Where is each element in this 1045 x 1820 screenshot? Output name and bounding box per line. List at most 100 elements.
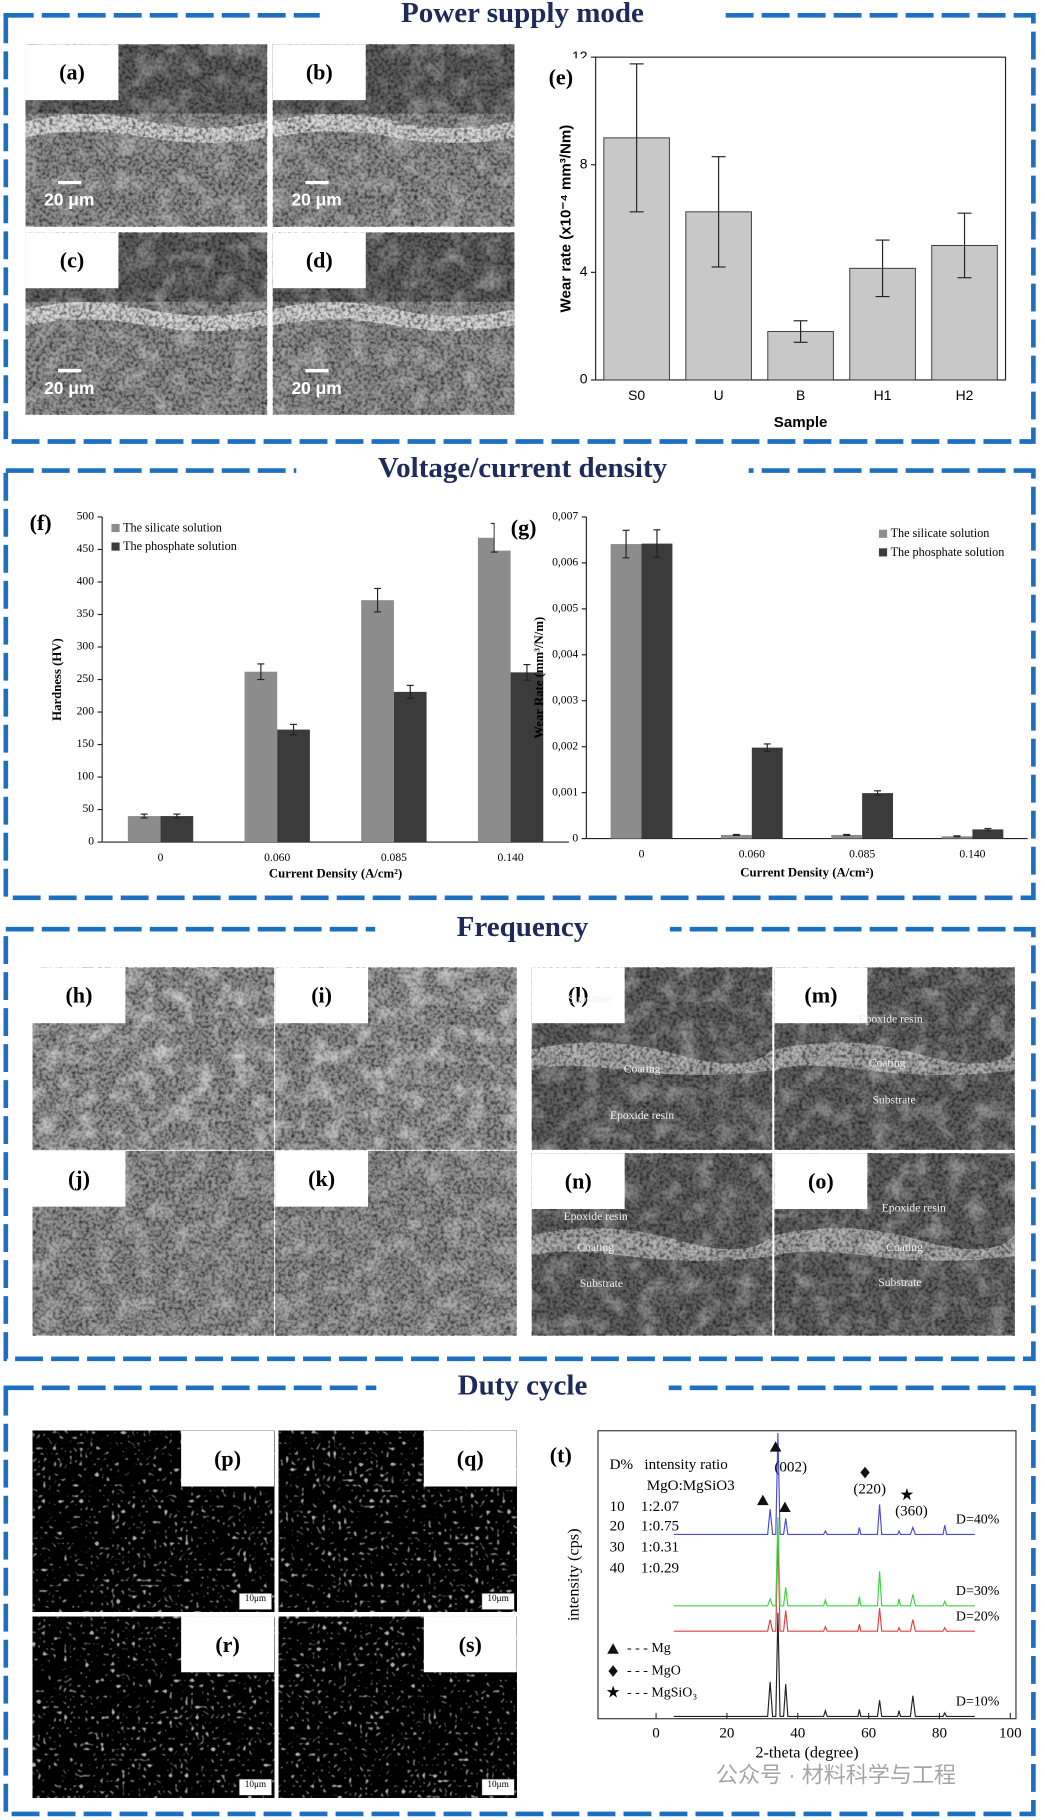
- error-bar: [629, 63, 644, 213]
- marker-triangle: [607, 1643, 619, 1654]
- bar: [751, 747, 783, 839]
- y-tick-label: 150: [77, 737, 95, 750]
- y-tick-label: 200: [77, 705, 95, 718]
- y-tick-label: 0,002: [552, 739, 578, 752]
- x-tick-label: 0.140: [498, 851, 524, 864]
- chart: 0 50 100 150 200 250 300 350 400 450 500 0 0.060 0.08…: [11, 504, 569, 881]
- micrograph: (q) 10μm: [278, 1430, 517, 1612]
- y-tick-label: 0,005: [552, 602, 578, 615]
- image-annotation: Substrate: [568, 993, 611, 1006]
- scale-label: 10μm: [245, 1594, 267, 1604]
- bar: [244, 671, 278, 843]
- annotation: 1:0.29: [641, 1560, 679, 1576]
- micrograph: (c) 20 μm: [25, 232, 268, 415]
- xrd-line: [673, 1612, 975, 1717]
- y-tick-label: 500: [77, 510, 95, 523]
- label-box: [272, 232, 366, 289]
- legend-label: The phosphate solution: [891, 545, 1005, 559]
- label-box: [531, 967, 625, 1024]
- scale-box: [238, 1593, 272, 1610]
- y-tick-label: 250: [77, 672, 95, 685]
- micrograph: (o) Epoxide resin Coating Substrate: [774, 1153, 1015, 1336]
- image-annotation: Substrate: [872, 1094, 915, 1107]
- error-bar: [140, 813, 148, 819]
- annotation: (220): [853, 1481, 886, 1497]
- y-tick-label: 0,006: [552, 556, 578, 569]
- series-label: D=30%: [956, 1584, 1000, 1599]
- section-title: Power supply mode: [401, 0, 644, 29]
- bar: [931, 244, 998, 381]
- image-annotation: Coating: [624, 1062, 661, 1075]
- bar: [510, 672, 544, 843]
- y-axis-label: Hardness (HV): [50, 638, 64, 721]
- scale-label: 10μm: [245, 1780, 267, 1790]
- annotation: MgO:MgSiO3: [647, 1478, 735, 1494]
- x-tick-label: 0.085: [849, 848, 875, 861]
- image-annotation: Epoxide resin: [882, 1202, 946, 1215]
- bar: [862, 793, 894, 839]
- y-tick-label: 4: [580, 263, 588, 279]
- scale-box: [481, 1593, 515, 1610]
- annotation: 20: [610, 1519, 625, 1535]
- annotation: (002): [774, 1459, 807, 1475]
- watermark: 公众号 · 材料科学与工程: [716, 1763, 956, 1788]
- label-box: [32, 967, 126, 1024]
- error-bar: [875, 239, 890, 298]
- x-tick-label: 0: [652, 1725, 660, 1741]
- image-annotation: Epoxide resin: [610, 1109, 674, 1122]
- panel-label: (t): [550, 1443, 572, 1468]
- panel-label: (m): [804, 983, 837, 1008]
- scale-label: 20 μm: [291, 190, 341, 210]
- error-bar: [523, 663, 531, 681]
- panel-label: (k): [308, 1166, 335, 1191]
- x-tick-label: 0: [158, 851, 164, 864]
- error-bar: [622, 529, 630, 559]
- x-axis-label: Current Density (A/cm²): [740, 865, 873, 879]
- chart: 0 0,001 0,002 0,003 0,004 0,005 0,006 0,007 0 0.0…: [494, 508, 1028, 879]
- image-annotation: Epoxide resin: [858, 1012, 922, 1025]
- label-box: [181, 1616, 275, 1673]
- y-tick-label: 0: [88, 835, 94, 848]
- legend-label: The silicate solution: [123, 520, 222, 534]
- bar: [610, 544, 642, 839]
- micrograph: (m) Epoxide resin Coating Substrate: [774, 967, 1015, 1150]
- legend-label: The silicate solution: [891, 526, 990, 540]
- x-tick-label: 20: [719, 1725, 734, 1741]
- label-box: [275, 967, 369, 1024]
- x-tick-label: S0: [628, 387, 645, 403]
- x-tick-label: H2: [956, 387, 974, 403]
- annotation: 30: [610, 1539, 625, 1555]
- marker-star: ★: [606, 1683, 621, 1701]
- panel-label: (g): [511, 515, 537, 540]
- xrd-line: [673, 1517, 975, 1607]
- bar: [277, 729, 310, 843]
- micrograph: (n) Epoxide resin Coating Substrate: [531, 1153, 773, 1336]
- label-box: [181, 1430, 275, 1487]
- x-tick-label: 0.060: [264, 851, 290, 864]
- bar: [127, 816, 161, 843]
- label-box: [531, 58, 590, 101]
- scale-box: [238, 1778, 272, 1796]
- error-bar: [984, 827, 992, 831]
- y-axis-label: intensity (cps): [564, 1528, 582, 1621]
- y-tick-label: 0,004: [552, 647, 578, 660]
- label-box: [25, 232, 119, 289]
- y-tick-label: 450: [77, 542, 95, 555]
- error-bar: [957, 212, 972, 279]
- series-label: D=40%: [956, 1513, 1000, 1528]
- image-annotation: Coating: [577, 1241, 614, 1254]
- section-title: Duty cycle: [458, 1369, 588, 1401]
- legend-label: The phosphate solution: [123, 539, 237, 553]
- micrograph: (i): [275, 967, 517, 1150]
- section-title: Frequency: [457, 911, 589, 943]
- series-label: D=10%: [956, 1695, 1000, 1710]
- annotation: 1:0.31: [641, 1539, 679, 1555]
- panel-label: (s): [459, 1632, 482, 1657]
- panel-label: (r): [215, 1632, 239, 1657]
- title-background: [375, 912, 670, 946]
- label-box: [25, 44, 119, 101]
- panel-label: (e): [549, 64, 573, 89]
- y-tick-label: 0,003: [552, 693, 578, 706]
- micrograph: (p) 10μm: [32, 1430, 275, 1612]
- bar: [361, 600, 394, 843]
